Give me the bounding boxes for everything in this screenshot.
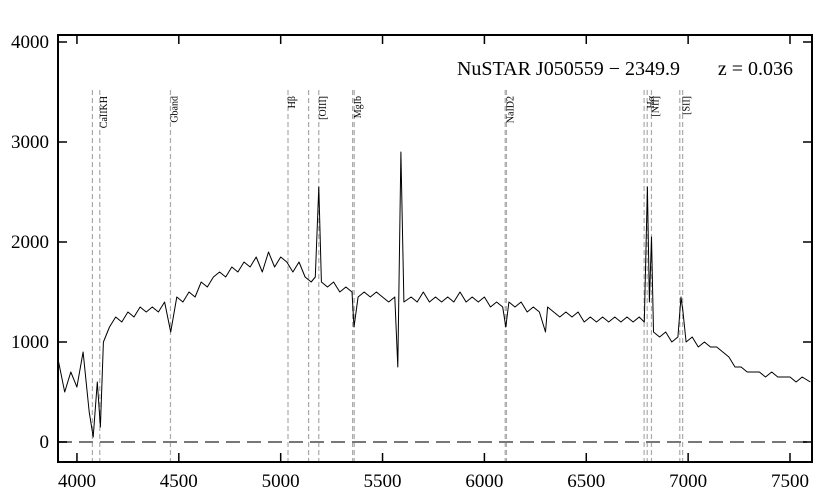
chart-subtitle: z = 0.036 [718,58,793,80]
line-label: NaID2 [505,96,516,123]
y-tick-label: 2000 [11,232,49,253]
line-label: [SII] [682,96,693,115]
line-label: CaIIKH [99,96,110,128]
chart-title: NuSTAR J050559 − 2349.9 [457,58,680,80]
y-tick-label: 3000 [11,132,49,153]
line-label: MgIb [353,96,364,118]
x-tick-label: 6500 [567,471,605,492]
x-tick-label: 5500 [364,471,402,492]
y-tick-label: 1000 [11,332,49,353]
x-tick-label: 5000 [262,471,300,492]
line-label: Hβ [287,96,298,108]
plot-frame [57,34,813,463]
x-tick-label: 7500 [771,471,809,492]
y-tick-label: 0 [40,432,50,453]
line-label: Gband [169,96,180,123]
x-tick-label: 4500 [160,471,198,492]
spectrum-line [58,151,811,438]
line-label: [OIII] [318,96,329,120]
y-tick-label: 4000 [11,32,49,53]
x-tick-label: 6000 [465,471,503,492]
line-label: [NII] [650,96,661,117]
x-tick-label: 7000 [669,471,707,492]
x-tick-label: 4000 [58,471,96,492]
